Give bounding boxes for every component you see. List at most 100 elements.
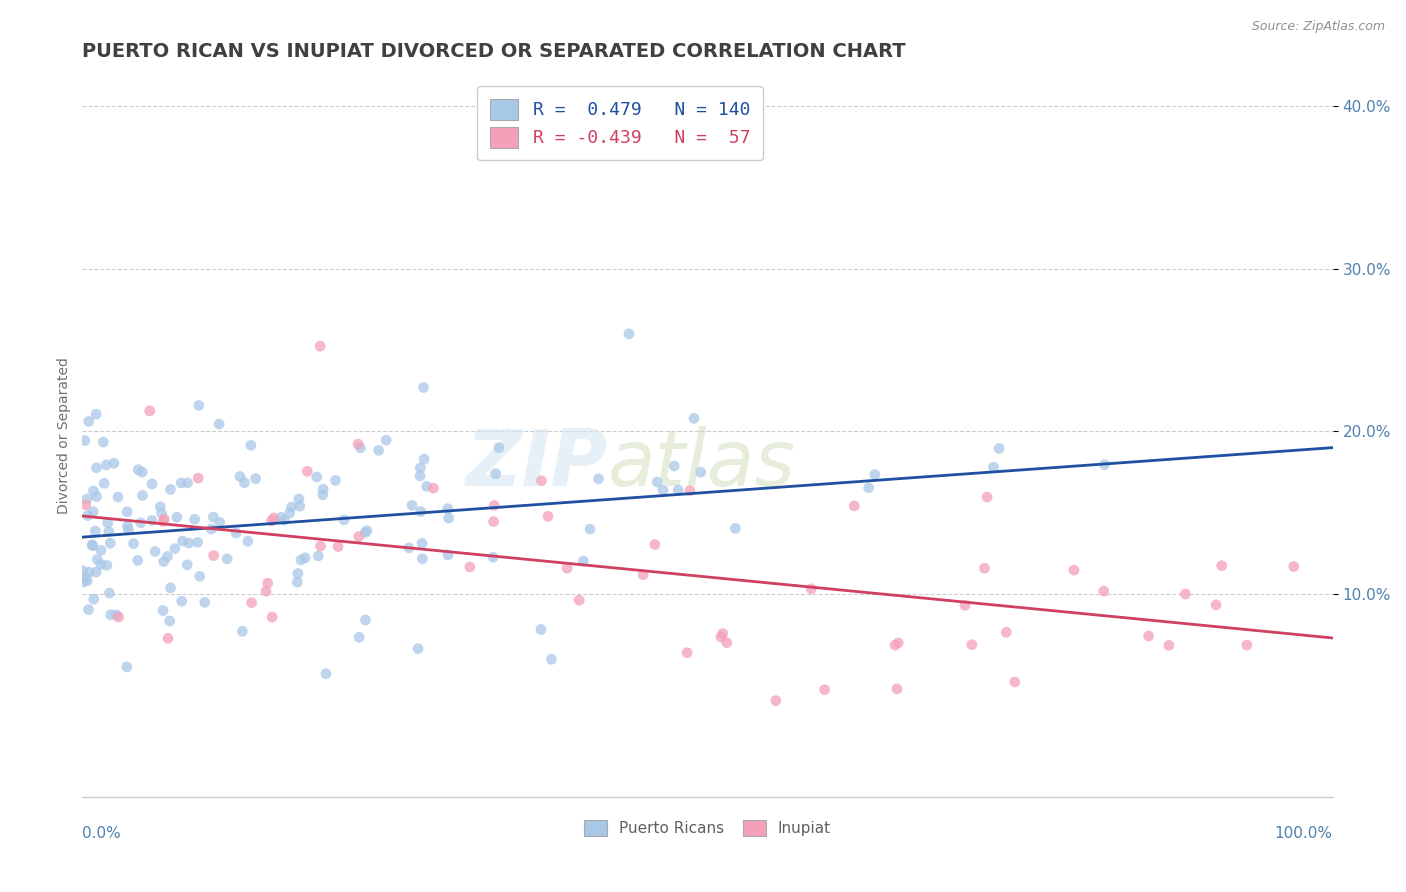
Point	[93, 435, 115, 450]
Point	[679, 483, 702, 498]
Point	[127, 553, 149, 567]
Point	[411, 536, 433, 550]
Point	[409, 505, 432, 519]
Point	[90, 543, 112, 558]
Point	[858, 481, 880, 495]
Point	[152, 603, 174, 617]
Point	[976, 490, 998, 504]
Point	[177, 536, 200, 550]
Point	[666, 483, 689, 497]
Point	[689, 465, 711, 479]
Point	[152, 555, 174, 569]
Point	[326, 540, 349, 554]
Point	[482, 550, 505, 565]
Point	[1157, 639, 1180, 653]
Text: atlas: atlas	[607, 426, 796, 502]
Point	[312, 488, 335, 502]
Point	[90, 558, 112, 572]
Point	[411, 551, 433, 566]
Point	[188, 569, 211, 583]
Point	[347, 530, 370, 544]
Point	[229, 469, 252, 483]
Point	[280, 500, 302, 514]
Point	[349, 441, 371, 455]
Point	[176, 475, 198, 490]
Point	[187, 399, 209, 413]
Point	[537, 509, 560, 524]
Point	[409, 469, 432, 483]
Point	[1063, 563, 1085, 577]
Point	[995, 625, 1018, 640]
Point	[437, 548, 460, 562]
Point	[354, 613, 377, 627]
Point	[973, 561, 995, 575]
Point	[983, 460, 1005, 475]
Point	[375, 434, 398, 448]
Point	[187, 471, 209, 485]
Point	[231, 624, 253, 639]
Point	[285, 575, 308, 590]
Point	[437, 511, 460, 525]
Point	[152, 515, 174, 529]
Point	[863, 467, 886, 482]
Point	[77, 565, 100, 579]
Point	[107, 610, 129, 624]
Text: ZIP: ZIP	[465, 426, 607, 502]
Point	[170, 475, 193, 490]
Point	[86, 552, 108, 566]
Point	[82, 538, 104, 552]
Text: Source: ZipAtlas.com: Source: ZipAtlas.com	[1251, 20, 1385, 33]
Point	[406, 641, 429, 656]
Point	[97, 516, 120, 530]
Point	[288, 491, 311, 506]
Point	[765, 694, 787, 708]
Point	[436, 501, 458, 516]
Point	[73, 434, 96, 448]
Point	[170, 594, 193, 608]
Point	[156, 549, 179, 564]
Point	[579, 522, 602, 536]
Point	[84, 524, 107, 538]
Point	[262, 610, 284, 624]
Point	[93, 476, 115, 491]
Point	[415, 479, 437, 493]
Point	[153, 512, 176, 526]
Point	[555, 561, 578, 575]
Point	[309, 539, 332, 553]
Text: 0.0%: 0.0%	[83, 826, 121, 841]
Point	[270, 510, 292, 524]
Point	[129, 516, 152, 530]
Point	[315, 666, 337, 681]
Point	[617, 326, 640, 341]
Point	[800, 582, 823, 596]
Point	[356, 524, 378, 538]
Point	[131, 465, 153, 479]
Point	[76, 508, 98, 523]
Point	[1211, 558, 1233, 573]
Point	[143, 544, 166, 558]
Point	[263, 511, 285, 525]
Point	[813, 682, 835, 697]
Point	[86, 460, 108, 475]
Point	[233, 475, 256, 490]
Point	[183, 512, 205, 526]
Point	[710, 630, 733, 644]
Point	[159, 581, 181, 595]
Point	[347, 630, 370, 644]
Point	[77, 414, 100, 428]
Point	[652, 483, 675, 497]
Point	[98, 586, 121, 600]
Point	[107, 490, 129, 504]
Point	[202, 549, 225, 563]
Point	[288, 499, 311, 513]
Point	[1004, 674, 1026, 689]
Point	[312, 482, 335, 496]
Point	[884, 638, 907, 652]
Point	[333, 513, 356, 527]
Point	[103, 456, 125, 470]
Point	[711, 626, 734, 640]
Point	[422, 481, 444, 495]
Point	[485, 467, 508, 481]
Point	[176, 558, 198, 572]
Point	[347, 437, 370, 451]
